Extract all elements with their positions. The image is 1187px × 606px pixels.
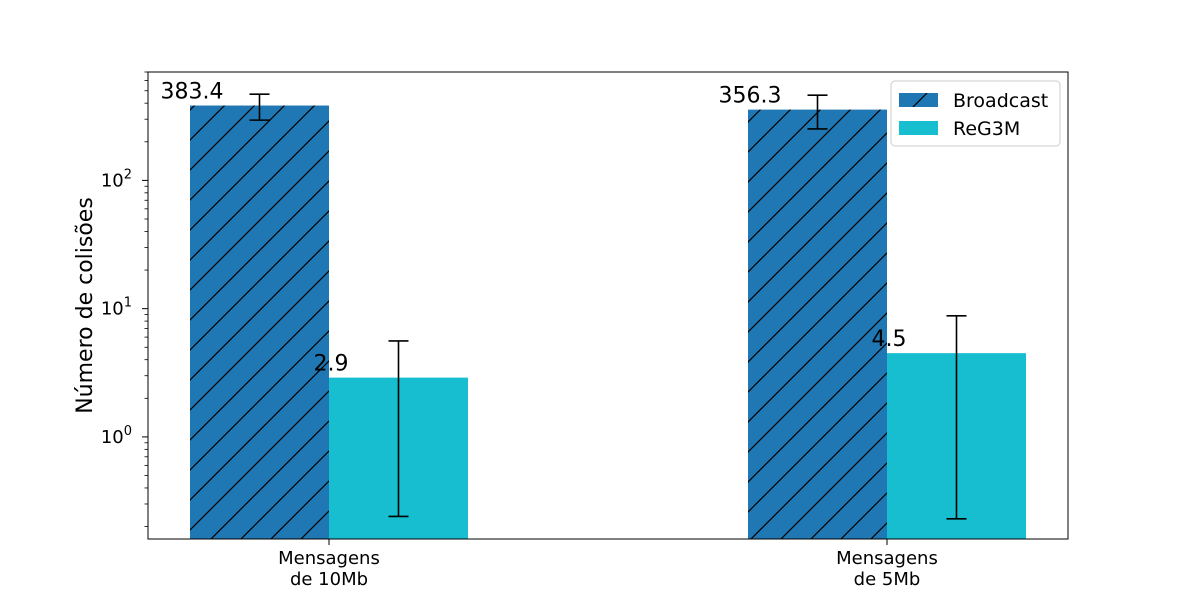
x-tick-label-1-1: de 5Mb [854, 569, 921, 590]
x-tick-label-0-0: Mensagens [278, 548, 380, 569]
error-bar-reg3m-1 [946, 314, 967, 520]
error-bar-reg3m-0 [388, 340, 409, 518]
y-tick-label-2: 102 [101, 167, 132, 191]
legend-label-reg3m: ReG3M [953, 118, 1020, 140]
data-label-broadcast-0: 383.4 [161, 80, 224, 105]
bars-layer [190, 105, 1026, 540]
y-tick-label-0: 100 [101, 424, 132, 448]
y-axis-label: Número de colisões [73, 197, 98, 414]
legend-label-broadcast: Broadcast [953, 90, 1048, 112]
data-label-reg3m-0: 2.9 [314, 352, 349, 377]
legend-swatch-hatch-broadcast [899, 93, 938, 107]
data-label-broadcast-1: 356.3 [719, 84, 782, 109]
x-tick-label-0-1: de 10Mb [290, 569, 368, 590]
y-axis: 100 101 102 [101, 71, 148, 527]
legend: Broadcast ReG3M [890, 80, 1061, 147]
data-label-reg3m-1: 4.5 [872, 327, 907, 352]
y-tick-label-1: 101 [101, 296, 132, 320]
legend-swatch-reg3m [899, 121, 938, 135]
bar-hatch-broadcast-1 [748, 109, 887, 539]
bar-hatch-broadcast-0 [190, 105, 329, 540]
data-labels-layer: 383.4 356.3 2.9 4.5 [161, 80, 907, 377]
error-bars-layer [249, 93, 967, 520]
plot-area-frame [147, 71, 1069, 540]
error-bar-broadcast-0 [249, 93, 270, 121]
x-tick-label-1-0: Mensagens [836, 548, 938, 569]
error-bar-broadcast-1 [807, 94, 828, 130]
